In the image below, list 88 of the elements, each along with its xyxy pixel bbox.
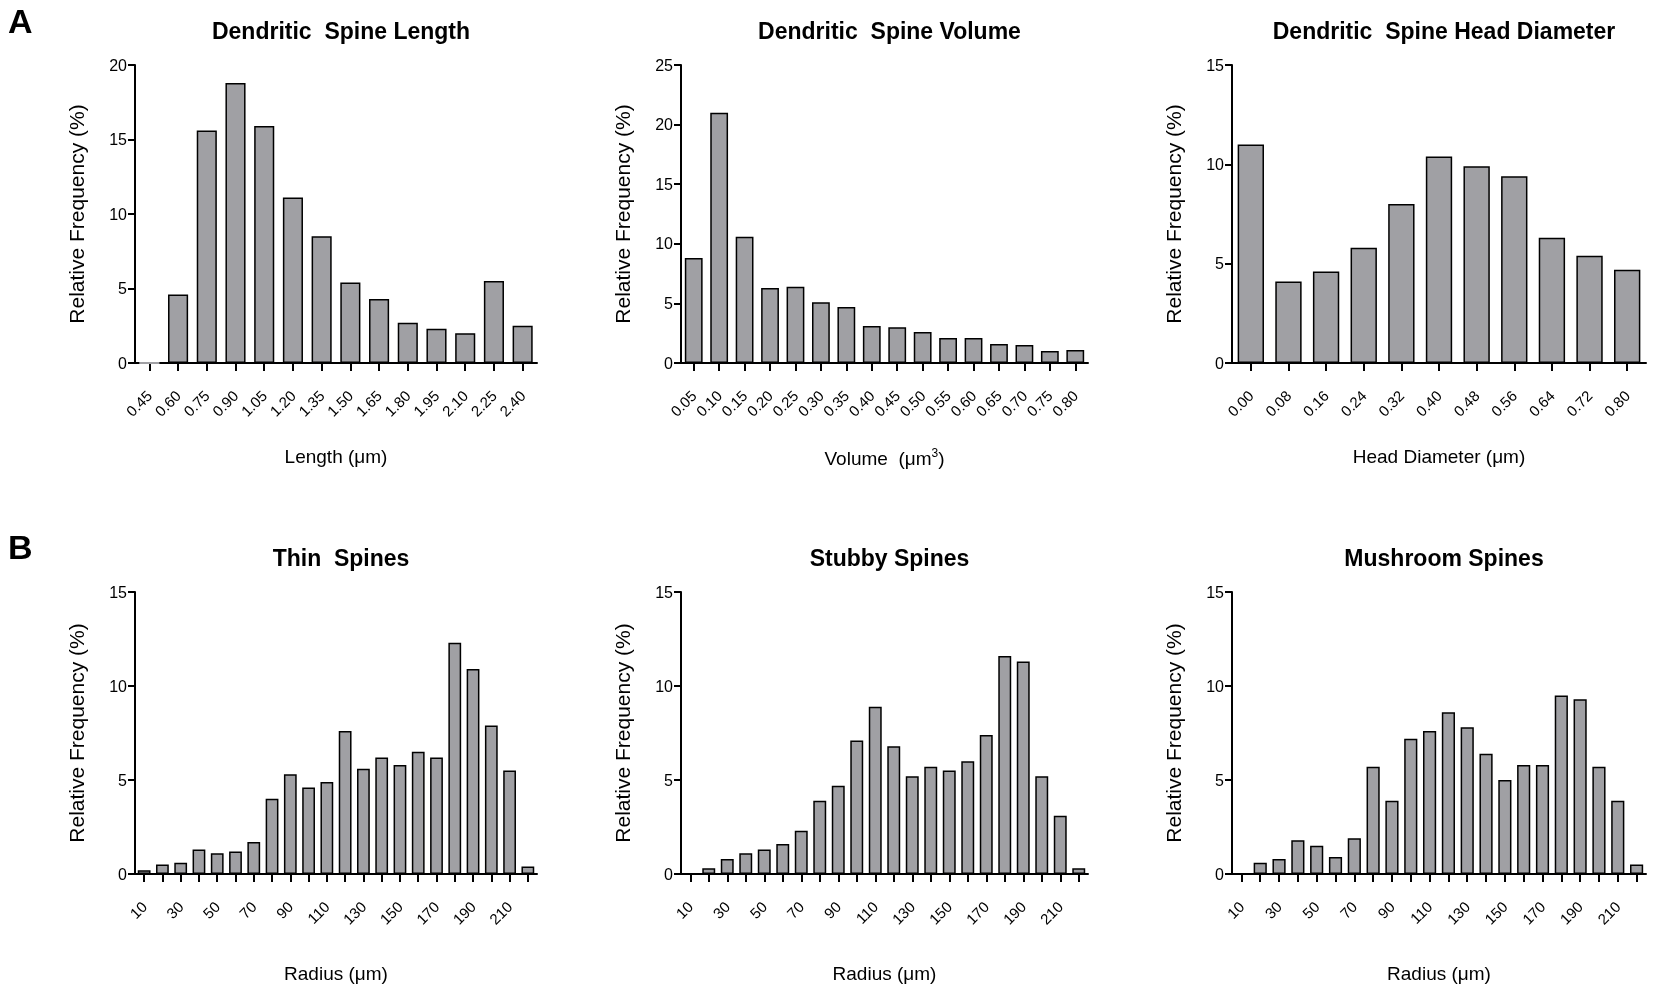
x-axis-title: Radius (μm): [284, 963, 388, 984]
y-tick-label: 15: [1206, 583, 1225, 601]
chart-title: Thin Spines: [272, 544, 410, 571]
y-tick-label: 0: [118, 354, 128, 372]
x-tick-label: 150: [1481, 897, 1511, 928]
y-axis-title: Relative Frequency (%): [65, 623, 88, 843]
x-tick-label: 0.90: [208, 386, 242, 420]
x-tick-label: 50: [1298, 897, 1323, 922]
x-axis-title: Head Diameter (μm): [1352, 446, 1526, 467]
x-tick-label: 90: [272, 897, 297, 922]
y-tick-label: 10: [1206, 677, 1225, 695]
y-axis-title: Relative Frequency (%): [65, 104, 88, 324]
x-tick-label: 90: [820, 897, 845, 922]
x-tick-label: 0.40: [1412, 386, 1446, 420]
y-tick-label: 5: [118, 280, 128, 297]
x-tick-label: 150: [376, 897, 406, 928]
x-axis-title: Radius (μm): [1387, 963, 1491, 984]
x-tick-label: 0.32: [1374, 386, 1408, 420]
y-tick-label: 10: [655, 235, 674, 253]
x-tick-label: 70: [783, 897, 808, 922]
y-tick-label: 20: [109, 56, 128, 74]
x-tick-label: 0.00: [1224, 386, 1257, 420]
x-tick-label: 190: [1556, 897, 1587, 928]
chart-title: Dendritic Spine Length: [211, 17, 471, 44]
chart-title: Dendritic Spine Head Diameter: [1272, 17, 1616, 44]
y-tick-label: 20: [655, 116, 674, 134]
x-tick-label: 110: [303, 897, 333, 927]
x-tick-label: 70: [1336, 897, 1361, 922]
y-tick-label: 0: [1215, 865, 1225, 883]
y-axis-title: Relative Frequency (%): [1162, 104, 1185, 324]
y-tick-label: 0: [118, 865, 128, 883]
y-tick-label: 5: [1215, 255, 1225, 273]
x-tick-label: 130: [1443, 897, 1474, 928]
x-tick-label: 0.64: [1525, 386, 1558, 420]
x-tick-label: 210: [1036, 897, 1067, 928]
chart-title: Mushroom Spines: [1344, 544, 1544, 571]
x-tick-label: 170: [412, 897, 443, 928]
y-tick-label: 25: [655, 56, 674, 74]
x-tick-label: 170: [1518, 897, 1549, 928]
y-axis-title: Relative Frequency (%): [1162, 623, 1185, 843]
x-tick-label: 90: [1374, 897, 1398, 922]
x-tick-label: 210: [1594, 897, 1624, 928]
text: B: [8, 528, 33, 566]
x-tick-label: 30: [162, 897, 187, 922]
y-tick-label: 15: [109, 583, 128, 601]
y-tick-label: 15: [655, 583, 674, 601]
x-tick-label: 110: [852, 897, 882, 927]
y-tick-label: 15: [1206, 56, 1225, 74]
y-tick-label: 15: [655, 175, 674, 193]
y-tick-label: 10: [655, 677, 674, 695]
x-axis-title: Radius (μm): [832, 963, 937, 984]
x-tick-label: 0.08: [1261, 386, 1295, 420]
chart-title: Stubby Spines: [809, 544, 970, 571]
x-tick-label: 190: [449, 897, 480, 928]
x-tick-label: 0.24: [1337, 386, 1370, 420]
text: A: [8, 2, 33, 40]
x-tick-label: 70: [235, 897, 260, 922]
y-tick-label: 5: [664, 771, 674, 789]
chart-title: Dendritic Spine Volume: [758, 17, 1021, 44]
y-tick-label: 0: [1215, 354, 1225, 372]
x-tick-label: 110: [1406, 897, 1436, 927]
y-axis-title: Relative Frequency (%): [611, 104, 634, 324]
y-tick-label: 0: [664, 865, 674, 883]
x-tick-label: 130: [339, 897, 370, 928]
x-tick-label: 50: [199, 897, 224, 922]
x-tick-label: 30: [1261, 897, 1286, 922]
x-tick-label: 0.48: [1450, 386, 1483, 420]
y-axis-title: Relative Frequency (%): [611, 623, 634, 843]
x-axis-title: Length (μm): [284, 446, 388, 467]
x-tick-label: 0.16: [1299, 386, 1333, 420]
y-tick-label: 10: [1206, 155, 1225, 173]
y-tick-label: 5: [664, 294, 674, 312]
y-tick-label: 10: [109, 677, 128, 695]
x-tick-label: 0.80: [1600, 386, 1634, 420]
x-tick-label: 210: [485, 897, 516, 928]
y-tick-label: 0: [664, 354, 674, 372]
x-tick-label: 30: [709, 897, 734, 922]
x-tick-label: 150: [925, 897, 956, 928]
x-tick-label: 50: [746, 897, 771, 922]
y-tick-label: 10: [109, 205, 128, 223]
x-tick-label: 130: [888, 897, 919, 928]
y-tick-label: 5: [1215, 771, 1225, 789]
x-tick-label: 0.56: [1487, 386, 1521, 420]
x-tick-label: 170: [962, 897, 993, 928]
y-tick-label: 5: [118, 771, 128, 789]
x-tick-label: 190: [999, 897, 1030, 928]
y-tick-label: 15: [109, 131, 128, 148]
x-tick-label: 0.72: [1562, 386, 1596, 420]
